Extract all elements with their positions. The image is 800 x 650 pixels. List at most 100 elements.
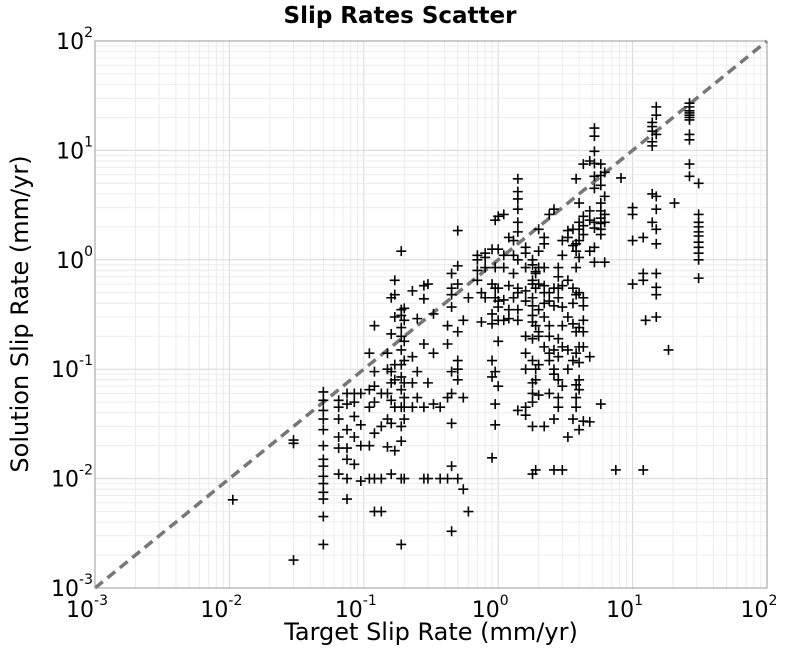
data-point bbox=[349, 432, 360, 443]
data-point bbox=[627, 202, 638, 213]
data-point bbox=[446, 302, 457, 313]
data-point bbox=[610, 464, 621, 475]
data-point bbox=[520, 348, 531, 359]
data-point bbox=[446, 283, 457, 294]
grid-lines bbox=[94, 41, 767, 589]
data-point bbox=[616, 172, 627, 183]
data-point bbox=[533, 246, 544, 257]
data-point bbox=[647, 217, 658, 228]
data-point bbox=[599, 257, 610, 268]
data-point bbox=[512, 405, 523, 416]
chart-title: Slip Rates Scatter bbox=[284, 3, 518, 29]
data-point bbox=[369, 428, 380, 439]
data-point bbox=[318, 424, 329, 435]
data-point bbox=[527, 333, 538, 344]
data-point bbox=[589, 257, 600, 268]
data-point bbox=[571, 348, 582, 359]
data-point bbox=[599, 209, 610, 220]
data-point bbox=[452, 279, 463, 290]
data-point bbox=[589, 146, 600, 157]
data-point bbox=[442, 473, 453, 484]
data-point bbox=[472, 275, 483, 286]
data-point bbox=[407, 285, 418, 296]
data-point bbox=[227, 494, 238, 505]
data-point bbox=[399, 355, 410, 366]
data-point bbox=[396, 539, 407, 550]
data-point bbox=[490, 262, 501, 273]
data-point bbox=[333, 432, 344, 443]
data-point bbox=[693, 178, 704, 189]
data-point bbox=[463, 292, 474, 303]
data-point bbox=[599, 191, 610, 202]
data-point bbox=[318, 440, 329, 451]
data-point bbox=[422, 473, 433, 484]
data-point bbox=[342, 473, 353, 484]
x-tick-label: 10-2 bbox=[200, 593, 242, 623]
data-point bbox=[508, 292, 519, 303]
data-point bbox=[288, 435, 299, 446]
data-point bbox=[571, 402, 582, 413]
data-point bbox=[442, 338, 453, 349]
data-point bbox=[452, 326, 463, 337]
data-point bbox=[446, 366, 457, 377]
data-point bbox=[638, 464, 649, 475]
data-point bbox=[574, 374, 585, 385]
data-point bbox=[399, 315, 410, 326]
data-point bbox=[578, 341, 589, 352]
data-point bbox=[355, 419, 366, 430]
data-point bbox=[574, 322, 585, 333]
data-point bbox=[512, 226, 523, 237]
data-point bbox=[480, 292, 491, 303]
data-point bbox=[589, 217, 600, 228]
data-point bbox=[487, 371, 498, 382]
data-point bbox=[446, 461, 457, 472]
data-point bbox=[651, 204, 662, 215]
data-point bbox=[578, 292, 589, 303]
data-point bbox=[333, 395, 344, 406]
data-point bbox=[498, 209, 509, 220]
data-point bbox=[562, 432, 573, 443]
data-point bbox=[544, 287, 555, 298]
data-point bbox=[342, 454, 353, 465]
data-point bbox=[318, 395, 329, 406]
data-point bbox=[584, 156, 595, 167]
data-point bbox=[369, 320, 380, 331]
x-tick-label: 100 bbox=[472, 593, 509, 623]
data-point bbox=[389, 312, 400, 323]
data-point bbox=[574, 235, 585, 246]
data-point bbox=[452, 260, 463, 271]
data-point bbox=[318, 511, 329, 522]
data-point bbox=[407, 351, 418, 362]
data-point bbox=[487, 355, 498, 366]
data-point bbox=[638, 268, 649, 279]
data-point bbox=[498, 315, 509, 326]
data-point bbox=[684, 98, 695, 109]
data-point bbox=[428, 348, 439, 359]
data-point bbox=[487, 318, 498, 329]
data-point bbox=[589, 123, 600, 134]
data-point bbox=[442, 320, 453, 331]
data-point bbox=[693, 209, 704, 220]
data-point bbox=[382, 348, 393, 359]
data-point bbox=[490, 399, 501, 410]
data-point bbox=[548, 300, 559, 311]
data-point bbox=[376, 473, 387, 484]
data-point bbox=[422, 279, 433, 290]
data-point bbox=[651, 312, 662, 323]
data-point bbox=[386, 328, 397, 339]
y-axis-label: Solution Slip Rate (mm/yr) bbox=[6, 155, 34, 472]
data-point bbox=[389, 289, 400, 300]
data-point bbox=[503, 304, 514, 315]
data-point bbox=[527, 355, 538, 366]
data-point bbox=[512, 315, 523, 326]
data-point bbox=[446, 268, 457, 279]
data-point bbox=[476, 317, 487, 328]
y-tick-label: 100 bbox=[56, 244, 93, 274]
data-point bbox=[589, 183, 600, 194]
data-point bbox=[574, 198, 585, 209]
data-point bbox=[512, 204, 523, 215]
data-point bbox=[418, 293, 429, 304]
data-point bbox=[503, 313, 514, 324]
data-point bbox=[452, 374, 463, 385]
